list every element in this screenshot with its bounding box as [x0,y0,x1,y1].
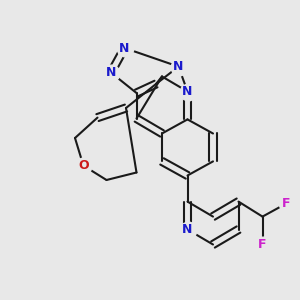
Text: N: N [106,66,116,79]
Text: F: F [258,238,267,251]
Text: N: N [173,60,184,73]
Text: N: N [182,223,193,236]
Text: N: N [119,41,130,55]
Text: N: N [182,85,193,98]
Text: F: F [282,197,291,210]
Text: O: O [78,159,89,172]
